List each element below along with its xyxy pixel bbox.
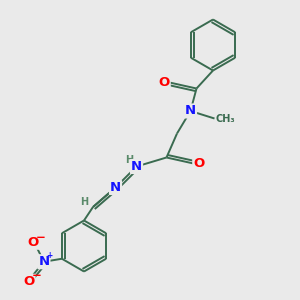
Text: CH₃: CH₃ <box>216 113 236 124</box>
Text: H: H <box>80 196 89 207</box>
Text: N: N <box>38 255 50 268</box>
Text: O: O <box>158 76 170 89</box>
Text: +: + <box>46 251 52 260</box>
Text: O: O <box>23 275 34 288</box>
Text: −: − <box>32 269 42 282</box>
Text: N: N <box>185 104 196 118</box>
Text: O: O <box>28 236 39 249</box>
Text: H: H <box>125 155 133 165</box>
Text: O: O <box>193 157 205 170</box>
Text: −: − <box>35 231 45 244</box>
Text: N: N <box>110 181 121 194</box>
Text: N: N <box>131 160 142 173</box>
